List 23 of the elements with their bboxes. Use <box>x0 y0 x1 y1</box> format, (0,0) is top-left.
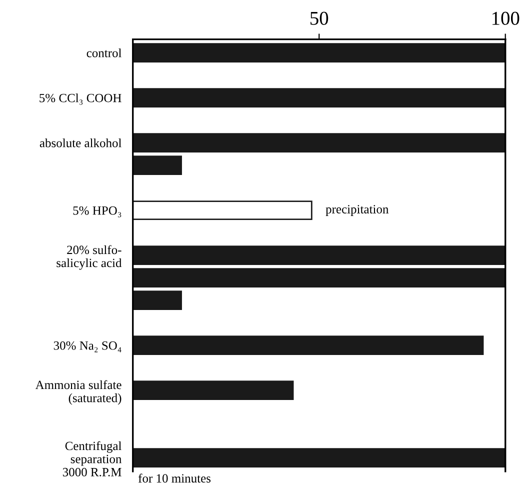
bar <box>132 133 506 152</box>
bar <box>132 200 312 220</box>
y-tick-label: 5% HPO₃ <box>73 206 122 218</box>
bar <box>132 43 506 62</box>
text: for 10 minutes <box>138 474 211 483</box>
x-tick-label: 100 <box>492 12 520 25</box>
bar <box>132 268 506 288</box>
y-tick-label: 30% Na₂ SO₄ <box>54 341 122 352</box>
bar <box>132 380 294 400</box>
bar <box>132 448 506 468</box>
bar <box>132 88 506 108</box>
y-tick-label: Centrifugal separation 3000 R.P.M <box>62 441 122 476</box>
y-tick-label: 20% sulfo- salicylic acid <box>56 245 122 270</box>
y-tick-label: control <box>86 48 122 58</box>
y-tick-label: absolute alkohol <box>40 138 122 148</box>
bar <box>132 290 182 310</box>
bar <box>132 156 182 175</box>
y-tick-label: Ammonia sulfate (saturated) <box>35 380 122 405</box>
bar <box>132 336 484 356</box>
annotation: precipitation <box>326 205 389 216</box>
bar <box>132 246 506 266</box>
x-tick-label: 50 <box>310 12 328 25</box>
y-tick-label: 5% CCl₃ COOH <box>40 93 122 105</box>
